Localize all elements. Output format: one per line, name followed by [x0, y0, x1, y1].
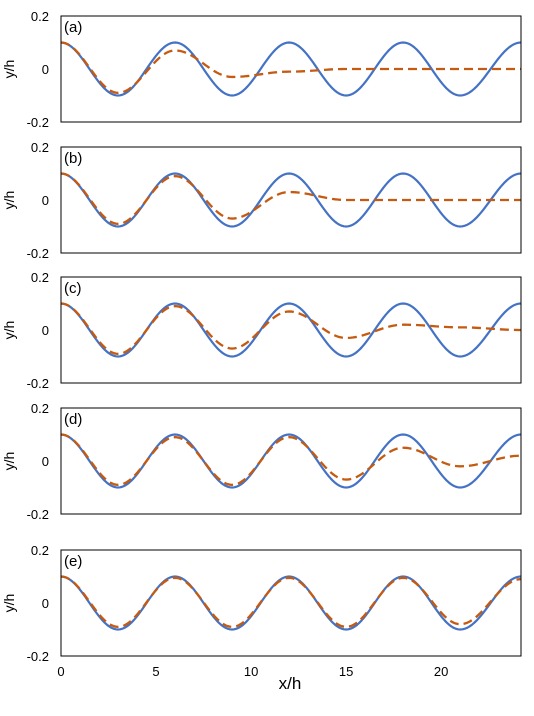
panel-5-series-dashed-line	[60, 575, 522, 628]
panel-1-y-tick-label: 0.2	[31, 9, 49, 24]
panel-5-y-tick-label: -0.2	[27, 649, 49, 664]
panel-1-y-tick-label: -0.2	[27, 115, 49, 130]
panel-2-y-tick-label: -0.2	[27, 246, 49, 261]
panel-3-label: (c)	[64, 280, 82, 297]
panel-4-y-tick-label: -0.2	[27, 507, 49, 522]
panel-4-y-tick-label: 0.2	[31, 401, 49, 416]
panel-2-series-dashed-line	[60, 172, 521, 225]
x-tick-label: 5	[152, 664, 159, 679]
panel-4-label: (d)	[64, 411, 82, 428]
panel-5-y-tick-label: 0	[42, 596, 49, 611]
panel-5-y-axis-label: y/h	[1, 594, 17, 613]
panel-2-label: (b)	[64, 150, 82, 167]
panel-4-frame	[60, 407, 522, 515]
panel-3-y-axis-label: y/h	[1, 321, 17, 340]
panel-3-y-tick-label: 0.2	[31, 270, 49, 285]
panel-2-frame	[60, 146, 522, 254]
panel-3-y-tick-label: 0	[42, 323, 49, 338]
panel-1-label: (a)	[64, 19, 82, 36]
panel-1-y-axis-label: y/h	[1, 60, 17, 79]
panel-5-label: (e)	[64, 553, 82, 570]
panel-4-series-dashed-line	[60, 433, 522, 486]
panel-4-y-axis-label: y/h	[1, 452, 17, 471]
panel-2-y-tick-label: 0.2	[31, 140, 49, 155]
panel-3-frame	[60, 276, 522, 384]
panel-2-y-tick-label: 0	[42, 193, 49, 208]
x-tick-label: 10	[244, 664, 258, 679]
x-tick-label: 15	[339, 664, 353, 679]
panel-1-series-dashed-line	[60, 41, 521, 94]
panel-5-y-tick-label: 0.2	[31, 543, 49, 558]
x-tick-label: 20	[434, 664, 448, 679]
x-tick-label: 0	[57, 664, 64, 679]
x-axis-label: x/h	[279, 674, 302, 693]
panel-5-frame	[60, 549, 522, 657]
panel-1-y-tick-label: 0	[42, 62, 49, 77]
panel-1-frame	[60, 15, 522, 123]
panel-4-y-tick-label: 0	[42, 454, 49, 469]
panel-3-series-dashed-line	[60, 302, 522, 355]
panel-2-y-axis-label: y/h	[1, 191, 17, 210]
panel-3-y-tick-label: -0.2	[27, 376, 49, 391]
